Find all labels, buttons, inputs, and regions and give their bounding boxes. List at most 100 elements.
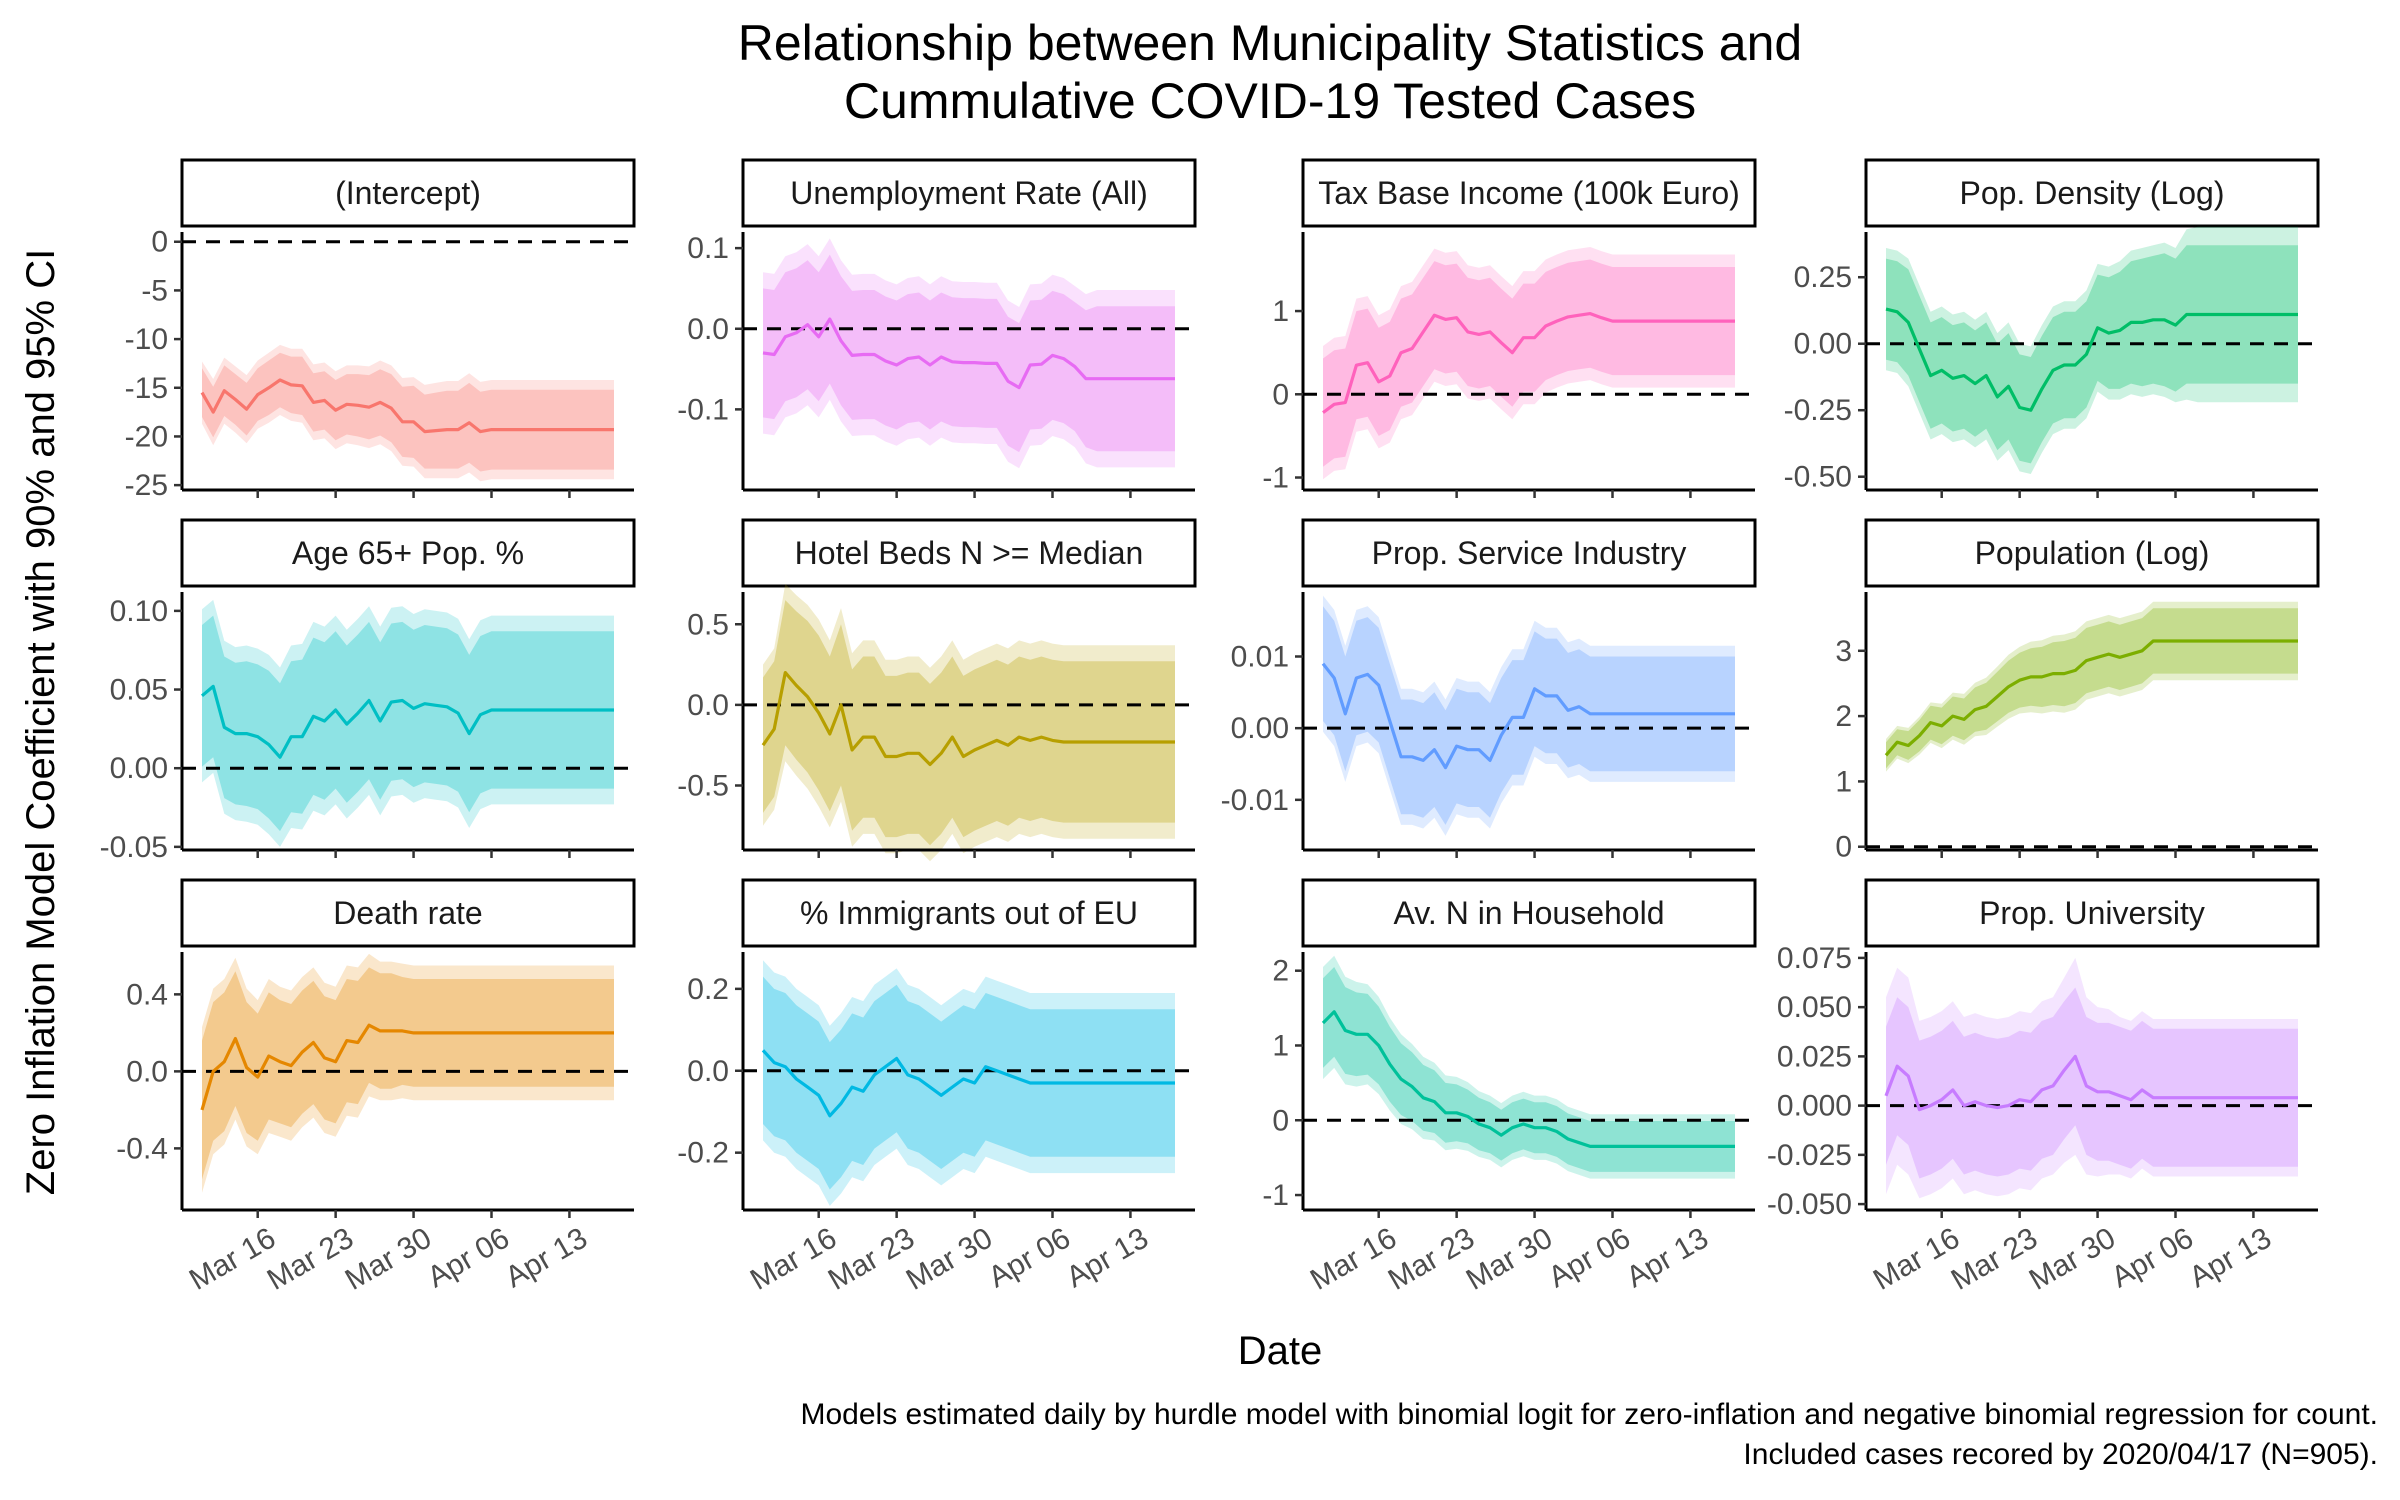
ci95-band: [202, 953, 614, 1193]
ci95-band: [1886, 226, 2298, 474]
x-axis-label: Date: [1238, 1329, 1323, 1373]
ci95-band: [1323, 955, 1735, 1179]
strip-immigrants-out-of-eu: [741, 878, 1197, 948]
y-tick-label: -0.2: [677, 1137, 729, 1170]
y-tick-label: 0.25: [1794, 261, 1852, 294]
facet-age-65-pop: Age 65+ Pop. % 0.10 0.05 0.00 -0.05: [100, 518, 636, 864]
estimate-line: [1884, 1054, 2298, 1112]
strip-age-65-pop: [180, 518, 636, 588]
y-tick-label: 1: [1272, 1029, 1289, 1062]
strip-label: Death rate: [333, 895, 482, 931]
y-tick-label: 0.000: [1777, 1090, 1852, 1123]
strip-label: Population (Log): [1975, 535, 2210, 571]
ci90-band: [763, 254, 1175, 453]
chart-title-line-2: Cummulative COVID-19 Tested Cases: [844, 73, 1696, 129]
strip-label: Tax Base Income (100k Euro): [1318, 175, 1740, 211]
y-tick-label: 1: [1835, 765, 1852, 798]
strip-population-log: [1864, 518, 2320, 588]
facet-hotel-beds-n-median: Hotel Beds N >= Median 0.5 0.0 -0.5: [677, 518, 1197, 862]
y-tick-label: 0.05: [110, 674, 168, 707]
strip-label: Age 65+ Pop. %: [292, 535, 524, 571]
ci95-band: [1886, 601, 2298, 772]
strip-label: Unemployment Rate (All): [790, 175, 1147, 211]
strip-label: Hotel Beds N >= Median: [795, 535, 1144, 571]
ci95-band: [763, 583, 1175, 862]
y-tick-label: 0.10: [110, 595, 168, 628]
strip-intercept: [180, 158, 636, 228]
y-tick-label: -25: [125, 469, 168, 502]
ci95-band: [202, 599, 614, 847]
y-tick-label: 0: [1272, 378, 1289, 411]
y-tick-label: 0.075: [1777, 942, 1852, 975]
y-tick-label: 0.5: [687, 608, 729, 641]
y-tick-label: 2: [1272, 955, 1289, 988]
y-tick-label: -0.50: [1784, 461, 1852, 494]
facet-prop-service-industry: Prop. Service Industry 0.01 0.00 -0.01: [1221, 518, 1757, 858]
ci90-band: [1323, 606, 1735, 825]
y-tick-label: -0.4: [116, 1132, 168, 1165]
strip-av-n-in-household: [1301, 878, 1757, 948]
y-tick-label: 2: [1835, 700, 1852, 733]
y-tick-label: 0: [151, 226, 168, 259]
caption-line-2: Included cases recored by 2020/04/17 (N=…: [1743, 1438, 2378, 1471]
y-tick-label: -0.01: [1221, 784, 1289, 817]
y-tick-label: 0.0: [687, 1055, 729, 1088]
strip-label: (Intercept): [335, 175, 481, 211]
ci90-band: [1886, 245, 2298, 464]
estimate-line: [1322, 312, 1735, 414]
ci95-band: [763, 960, 1175, 1206]
y-tick-label: 0.1: [687, 232, 729, 265]
y-tick-label: -0.1: [677, 393, 729, 426]
facet-intercept: (Intercept) 0 -5 -10 -15 -20 -25: [125, 158, 636, 502]
y-tick-label: -1: [1262, 1179, 1289, 1212]
y-tick-label: 0.025: [1777, 1040, 1852, 1073]
y-tick-label: 0.0: [687, 313, 729, 346]
y-tick-label: 3: [1835, 635, 1852, 668]
ci90-band: [202, 352, 614, 472]
estimate-line: [200, 378, 614, 434]
strip-unemployment-rate-all: [741, 158, 1197, 228]
ci90-band: [763, 976, 1175, 1190]
ci95-band: [763, 238, 1175, 469]
ci95-band: [1323, 247, 1735, 480]
facet-population-log: Population (Log) 3 2 1 0: [1835, 518, 2320, 864]
ci95-band: [1323, 595, 1735, 836]
y-tick-label: 1: [1272, 295, 1289, 328]
facet-pop-density-log: Pop. Density (Log) 0.25 0.00 -0.25 -0.50: [1784, 158, 2320, 498]
y-tick-label: 0.01: [1231, 641, 1289, 674]
caption-line-1: Models estimated daily by hurdle model w…: [801, 1398, 2379, 1431]
strip-death-rate: [180, 878, 636, 948]
strip-tax-base-income-100k-euro: [1301, 158, 1757, 228]
strip-hotel-beds-n-median: [741, 518, 1197, 588]
y-tick-label: -0.050: [1767, 1188, 1852, 1221]
y-tick-label: 0.00: [110, 752, 168, 785]
y-tick-label: 0: [1272, 1104, 1289, 1137]
strip-label: Pop. Density (Log): [1959, 175, 2224, 211]
y-tick-label: 0.4: [126, 978, 168, 1011]
estimate-line: [1885, 307, 2298, 412]
y-tick-label: 0: [1835, 831, 1852, 864]
y-tick-label: -0.025: [1767, 1139, 1852, 1172]
y-tick-label: -0.05: [100, 831, 168, 864]
ci90-band: [202, 967, 614, 1180]
estimate-line: [200, 1023, 614, 1111]
y-tick-label: -1: [1262, 462, 1289, 495]
chart-title-line-1: Relationship between Municipality Statis…: [738, 15, 1802, 71]
estimate-line: [1884, 639, 2298, 757]
y-tick-label: 0.0: [126, 1055, 168, 1088]
y-axis-label: Zero Inflation Model Coefficient with 90…: [19, 249, 63, 1195]
ci90-band: [1886, 608, 2298, 769]
facet-tax-base-income-100k-euro: Tax Base Income (100k Euro) 1 0 -1: [1262, 158, 1757, 498]
ci90-band: [1886, 987, 2298, 1179]
ci95-band: [202, 344, 614, 482]
strip-label: Av. N in Household: [1394, 895, 1665, 931]
strip-label: % Immigrants out of EU: [800, 895, 1138, 931]
strip-prop-service-industry: [1301, 518, 1757, 588]
ci95-band: [1886, 957, 2298, 1199]
y-tick-label: -5: [141, 274, 168, 307]
y-tick-label: 0.00: [1794, 328, 1852, 361]
y-tick-label: -0.25: [1784, 394, 1852, 427]
estimate-line: [762, 317, 1175, 390]
